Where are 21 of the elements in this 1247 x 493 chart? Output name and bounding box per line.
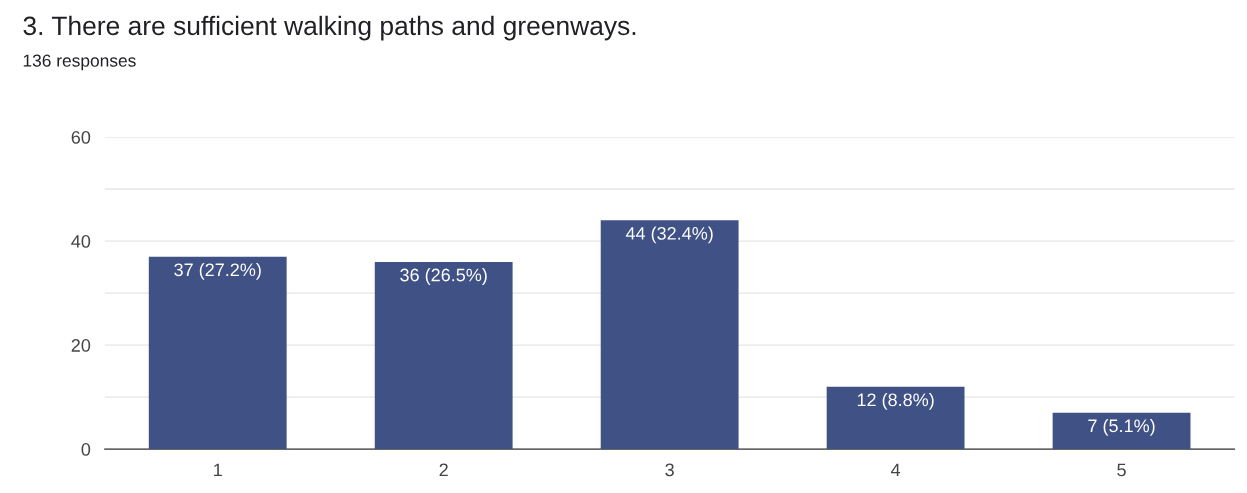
y-tick-label: 40 [71,235,91,248]
x-tick-label: 1 [214,463,222,477]
data-label: 7 (5.1%) [1088,418,1155,436]
y-tick-label: 0 [81,443,91,456]
x-tick-label: 2 [439,463,448,477]
chart-subtitle: 136 responses [23,54,136,71]
x-tick-label: 5 [1117,463,1126,477]
chart-title: 3. There are sufficient walking paths and greenways. [23,15,636,41]
data-label: 36 (26.5%) [400,268,487,285]
bar [600,220,739,450]
data-label: 37 (27.2%) [174,262,261,280]
y-tick-label: 60 [71,130,91,144]
bar [374,261,513,450]
bar [148,256,287,450]
x-tick-label: 3 [665,463,674,477]
data-label: 44 (32.4%) [625,226,713,244]
x-tick-label: 4 [890,463,901,477]
data-label: 12 (8.8%) [857,392,934,410]
bar [826,386,965,450]
bar [1052,412,1191,450]
y-tick-label: 20 [71,339,91,352]
